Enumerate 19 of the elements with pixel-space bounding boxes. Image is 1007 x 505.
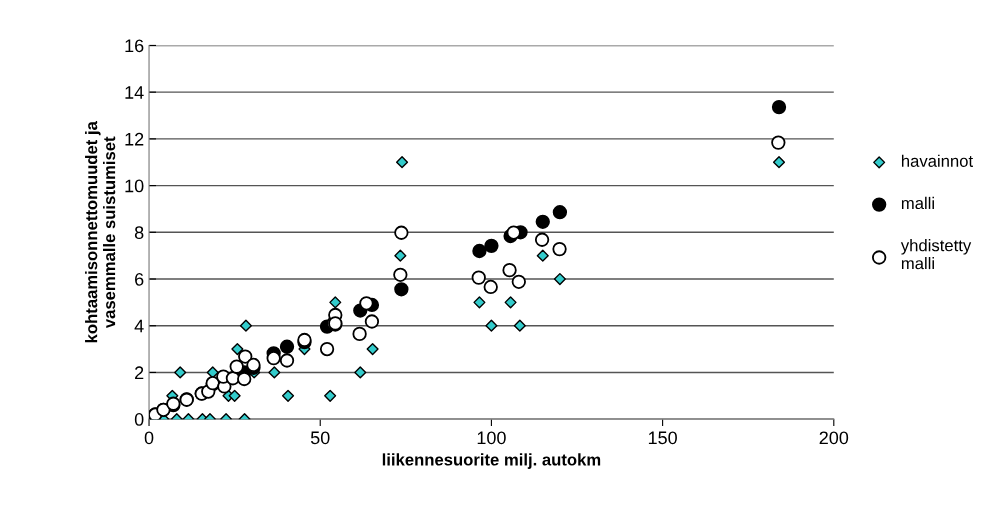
y-tick-label: 6 [135,272,144,286]
y-tick-label: 14 [125,86,144,99]
y-tick-label: 16 [125,39,144,53]
y-tick-label: 12 [125,132,144,146]
y-tick-label: 4 [134,319,144,333]
y-tick-label: 10 [125,179,144,193]
x-tick-label: 150 [648,431,677,445]
x-tick-label: 200 [819,431,849,445]
y-tick-label: 2 [135,366,144,379]
y-tick-label: 8 [134,226,144,240]
legend-label: yhdistetty malli [900,239,972,270]
legend-label: malli [901,196,934,210]
y-tick-label: 0 [134,413,144,426]
x-tick-label: 50 [310,431,330,445]
legend-label: havainnot [901,154,973,167]
x-tick-label: 100 [477,431,506,445]
y-axis-title: kohtaamisonnettomuudet ja vasemmalle suistumiset [85,121,116,343]
x-axis-title: liikennesuorite milj. autokm [382,453,601,469]
x-tick-label: 0 [144,431,154,445]
